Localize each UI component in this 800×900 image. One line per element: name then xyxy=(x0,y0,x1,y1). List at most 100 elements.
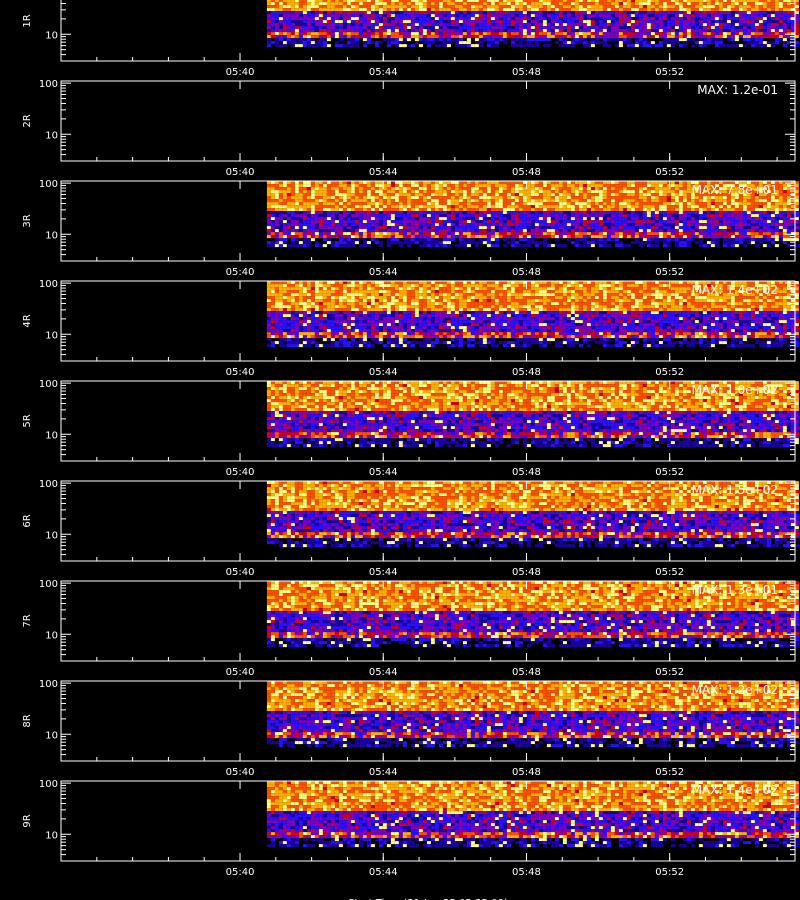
heatmap-cell xyxy=(495,220,499,223)
heatmap-cell xyxy=(415,14,419,17)
heatmap-cell xyxy=(279,238,283,241)
heatmap-cell xyxy=(339,208,343,211)
heatmap-cell xyxy=(291,44,295,47)
heatmap-cell xyxy=(479,11,483,14)
heatmap-cell xyxy=(343,202,347,205)
heatmap-cell xyxy=(327,17,331,20)
heatmap-cell xyxy=(471,184,475,187)
heatmap-cell xyxy=(551,208,555,211)
heatmap-cell xyxy=(427,181,431,184)
heatmap-cell xyxy=(663,32,667,35)
heatmap-cell xyxy=(615,205,619,208)
heatmap-cell xyxy=(791,14,795,17)
heatmap-cell xyxy=(591,229,595,232)
heatmap-cell xyxy=(407,196,411,199)
heatmap-cell xyxy=(667,38,671,41)
heatmap-cell xyxy=(679,29,683,32)
heatmap-cell xyxy=(291,17,295,20)
heatmap-cell xyxy=(651,29,655,32)
heatmap-cell xyxy=(471,23,475,26)
heatmap-cell xyxy=(383,26,387,29)
heatmap-cell xyxy=(447,23,451,26)
heatmap-cell xyxy=(483,205,487,208)
heatmap-cell xyxy=(547,11,551,14)
heatmap-cell xyxy=(623,26,627,29)
heatmap-cell xyxy=(479,35,483,38)
heatmap-cell xyxy=(603,214,607,217)
heatmap-cell xyxy=(647,11,651,14)
panel-label: 1R xyxy=(22,14,33,27)
heatmap-cell xyxy=(395,23,399,26)
heatmap-cell xyxy=(499,232,503,235)
heatmap-cell xyxy=(543,38,547,41)
heatmap-cell xyxy=(427,184,431,187)
heatmap-cell xyxy=(439,26,443,29)
heatmap-cell xyxy=(331,226,335,229)
heatmap-cell xyxy=(351,235,355,238)
heatmap-cell xyxy=(415,220,419,223)
heatmap-cell xyxy=(479,26,483,29)
heatmap-cell xyxy=(631,226,635,229)
heatmap-cell xyxy=(599,2,603,5)
heatmap-cell xyxy=(619,196,623,199)
heatmap-cell xyxy=(531,199,535,202)
heatmap-cell xyxy=(411,14,415,17)
heatmap-cell xyxy=(591,41,595,44)
heatmap-cell xyxy=(711,0,715,2)
heatmap-cell xyxy=(583,226,587,229)
x-tick-label: 05:52 xyxy=(655,67,684,78)
heatmap-cell xyxy=(371,181,375,184)
heatmap-cell xyxy=(419,11,423,14)
heatmap-cell xyxy=(475,190,479,193)
heatmap-cell xyxy=(419,8,423,11)
heatmap-cell xyxy=(635,235,639,238)
heatmap-cell xyxy=(411,5,415,8)
heatmap-cell xyxy=(371,220,375,223)
heatmap-cell xyxy=(591,226,595,229)
heatmap-cell xyxy=(675,29,679,32)
heatmap-cell xyxy=(483,190,487,193)
heatmap-cell xyxy=(599,226,603,229)
heatmap-cell xyxy=(551,32,555,35)
heatmap-cell xyxy=(359,211,363,214)
heatmap-cell xyxy=(719,29,723,32)
heatmap-cell xyxy=(591,208,595,211)
heatmap-cell xyxy=(551,193,555,196)
heatmap-cell xyxy=(351,244,355,247)
heatmap-cell xyxy=(511,41,515,44)
heatmap-cell xyxy=(279,223,283,226)
heatmap-cell xyxy=(515,44,519,47)
heatmap-cell xyxy=(403,199,407,202)
heatmap-cell xyxy=(607,208,611,211)
heatmap-cell xyxy=(267,220,271,223)
heatmap-cell xyxy=(475,211,479,214)
heatmap-cell xyxy=(267,229,271,232)
heatmap-cell xyxy=(519,5,523,8)
heatmap-cell xyxy=(527,211,531,214)
heatmap-cell xyxy=(675,38,679,41)
heatmap-cell xyxy=(723,2,727,5)
heatmap-cell xyxy=(387,11,391,14)
heatmap-cell xyxy=(535,196,539,199)
heatmap-cell xyxy=(503,0,507,2)
heatmap-cell xyxy=(327,202,331,205)
heatmap-cell xyxy=(591,187,595,190)
heatmap-cell xyxy=(547,184,551,187)
heatmap-cell xyxy=(687,2,691,5)
heatmap-cell xyxy=(699,0,703,2)
heatmap-cell xyxy=(563,187,567,190)
heatmap-cell xyxy=(363,11,367,14)
heatmap-cell xyxy=(343,0,347,2)
heatmap-cell xyxy=(507,11,511,14)
heatmap-cell xyxy=(419,184,423,187)
heatmap-cell xyxy=(427,235,431,238)
heatmap-cell xyxy=(267,208,271,211)
heatmap-cell xyxy=(555,8,559,11)
heatmap-cell xyxy=(559,223,563,226)
heatmap-cell xyxy=(439,217,443,220)
heatmap-cell xyxy=(315,181,319,184)
heatmap-cell xyxy=(491,226,495,229)
heatmap-cell xyxy=(567,217,571,220)
heatmap-cell xyxy=(551,14,555,17)
heatmap-cell xyxy=(627,41,631,44)
